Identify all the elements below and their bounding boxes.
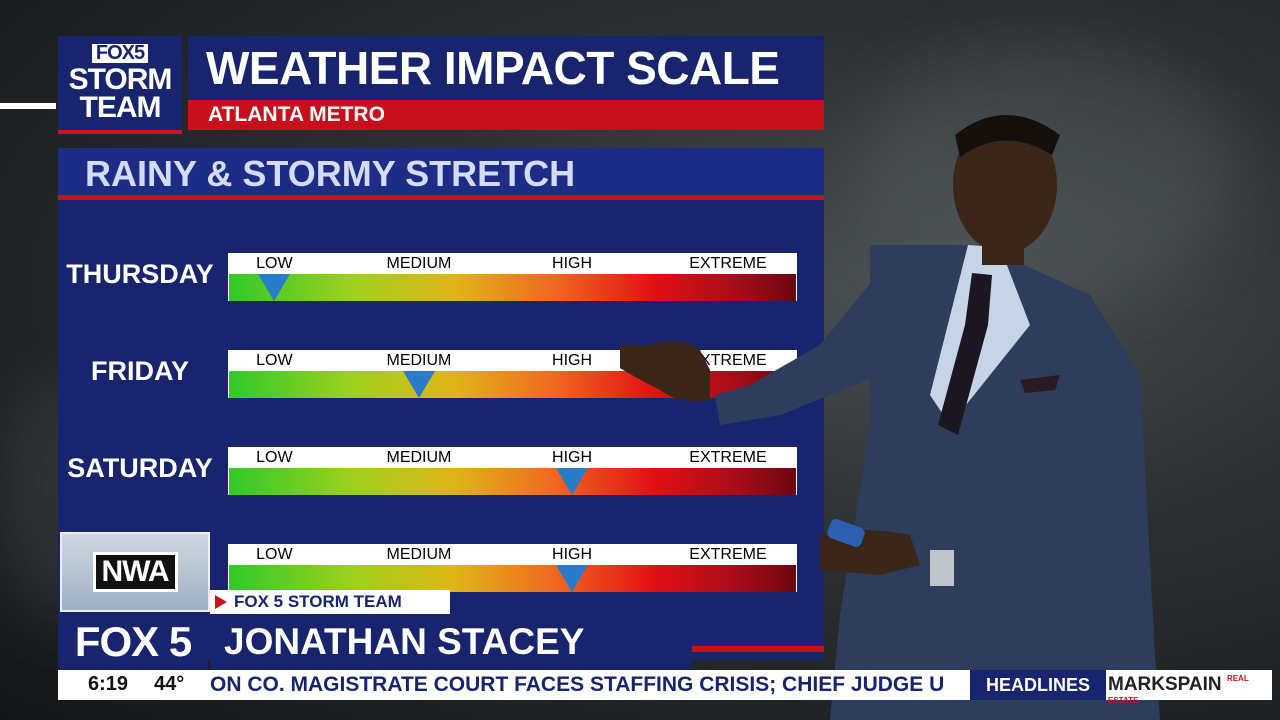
storm-team-tag-text: FOX 5 STORM TEAM [234, 592, 402, 611]
nwa-badge: NWA [60, 532, 210, 612]
nwa-logo: NWA [92, 552, 178, 592]
scale-label: EXTREME [689, 449, 767, 466]
storm-team-tag: FOX 5 STORM TEAM [210, 590, 450, 614]
impact-marker-icon [258, 274, 291, 301]
day-label: THURSDAY [66, 259, 214, 289]
sponsor-name: MARKSPAIN [1108, 674, 1222, 695]
logo-fox5: FOX5 [91, 43, 149, 63]
logo-team: TEAM [79, 91, 162, 124]
scale-labels: LOW MEDIUM HIGH EXTREME [229, 254, 796, 274]
impact-scale-bar: LOW MEDIUM HIGH EXTREME [228, 253, 797, 301]
impact-gradient [229, 468, 796, 495]
scale-labels: LOW MEDIUM HIGH EXTREME [229, 448, 796, 468]
impact-gradient [229, 565, 796, 592]
scale-label: EXTREME [689, 255, 767, 272]
graphic-subtitle: ATLANTA METRO [188, 100, 824, 130]
ticker-temperature: 44° [154, 673, 185, 695]
impact-marker-icon [402, 371, 435, 398]
scale-label: LOW [256, 352, 293, 369]
presenter-name: JONATHAN STACEY [210, 614, 692, 670]
section-title: RAINY & STORMY STRETCH [58, 148, 824, 200]
storm-team-logo: FOX5 STORM TEAM [58, 36, 182, 134]
logo-storm: STORM [68, 62, 173, 96]
scale-label: MEDIUM [386, 352, 452, 369]
news-ticker: 6:19 44° ON CO. MAGISTRATE COURT FACES S… [58, 670, 1272, 705]
impact-row: THURSDAY LOW MEDIUM HIGH EXTREME [58, 253, 824, 301]
scale-label: MEDIUM [386, 255, 452, 272]
ticker-section: HEADLINES [970, 670, 1106, 700]
scale-label: HIGH [552, 449, 593, 466]
impact-scale-bar: LOW MEDIUM HIGH EXTREME [228, 447, 797, 495]
day-label: FRIDAY [90, 356, 190, 386]
accent-line [692, 646, 824, 652]
impact-marker-icon [556, 468, 589, 495]
ticker-headline: ON CO. MAGISTRATE COURT FACES STAFFING C… [210, 673, 945, 696]
impact-row: LOW MEDIUM HIGH EXTREME [58, 544, 824, 592]
station-logo: FOX 5 [58, 614, 208, 670]
scale-label: LOW [256, 546, 293, 563]
ticker-sponsor: MARKSPAIN REAL ESTATE [1108, 674, 1272, 718]
impact-row: SATURDAY LOW MEDIUM HIGH EXTREME [58, 447, 824, 495]
day-label: SATURDAY [67, 453, 213, 483]
scale-labels: LOW MEDIUM HIGH EXTREME [229, 545, 796, 565]
scale-label: LOW [256, 449, 293, 466]
scale-label: HIGH [552, 546, 593, 563]
scale-label: EXTREME [689, 546, 767, 563]
scale-label: HIGH [552, 352, 593, 369]
impact-marker-icon [556, 565, 589, 592]
impact-gradient [229, 274, 796, 301]
scale-label: EXTREME [689, 352, 767, 369]
scale-label: HIGH [552, 255, 593, 272]
sponsor-sub: REAL ESTATE [1108, 674, 1249, 705]
scale-label: LOW [256, 255, 293, 272]
presenter-figure [620, 115, 1160, 720]
graphic-title: WEATHER IMPACT SCALE [188, 36, 824, 100]
impact-scale-bar: LOW MEDIUM HIGH EXTREME [228, 544, 797, 592]
scale-label: MEDIUM [386, 546, 452, 563]
play-triangle-icon [215, 595, 227, 609]
accent-dash [0, 103, 56, 109]
scale-label: MEDIUM [386, 449, 452, 466]
impact-scale-panel: RAINY & STORMY STRETCH THURSDAY LOW MEDIUM… [58, 148, 824, 660]
ticker-time: 6:19 [88, 673, 129, 695]
